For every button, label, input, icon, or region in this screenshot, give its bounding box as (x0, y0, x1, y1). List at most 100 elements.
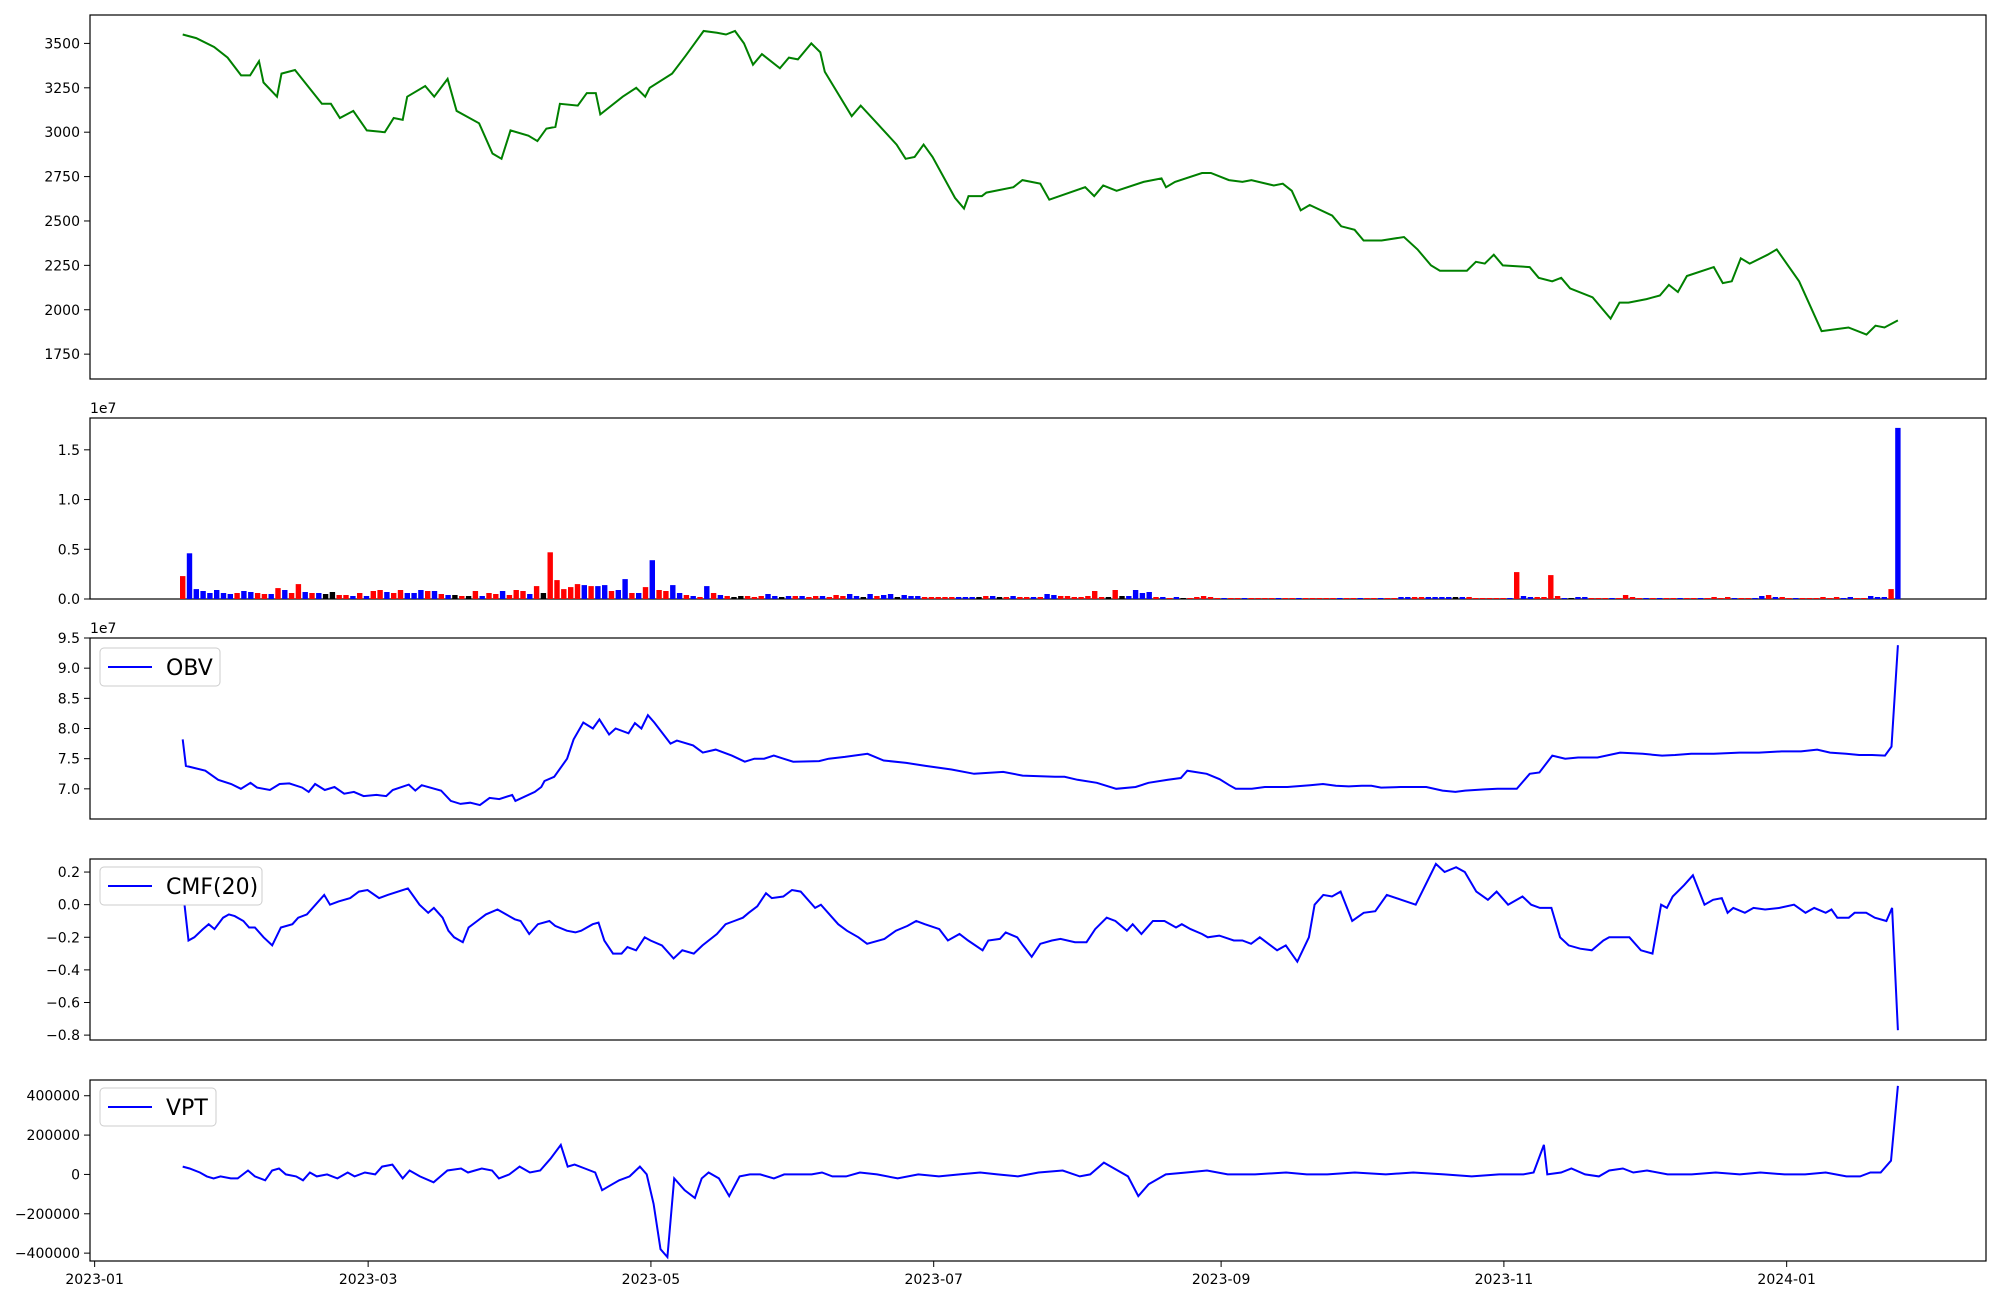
volume-bar (1752, 598, 1758, 599)
volume-bar (1323, 598, 1329, 599)
volume-bar (1119, 596, 1125, 599)
volume-bar (1616, 598, 1622, 599)
volume-bar (942, 597, 948, 599)
volume-bar (370, 591, 376, 599)
volume-bar (1235, 598, 1241, 599)
volume-bar (561, 589, 567, 599)
volume-bar (901, 595, 907, 599)
volume-bar (1459, 597, 1465, 599)
volume-bar (881, 595, 887, 599)
cmf-y-tick-label: −0.8 (46, 1028, 80, 1044)
volume-bar (1677, 598, 1683, 599)
volume-bar (1486, 598, 1493, 599)
volume-bar (309, 593, 315, 599)
cmf-y-tick-label: −0.4 (46, 963, 80, 979)
obv-panel: 1e7 7.0 7.5 8.0 8.5 9.0 9.5 OBV (58, 621, 1987, 820)
volume-bar (1200, 596, 1207, 599)
x-tick-label: 2023-07 (904, 1272, 963, 1288)
obv-y-tick-label: 8.5 (58, 691, 80, 707)
obv-y-tick-label: 8.0 (58, 722, 80, 738)
volume-bar (241, 591, 247, 599)
volume-bar (1357, 598, 1363, 599)
vpt-legend-label: VPT (166, 1096, 208, 1121)
volume-bar (288, 593, 295, 599)
volume-bar (588, 586, 594, 599)
volume-bar (1371, 598, 1377, 599)
vpt-plot-frame (89, 1079, 1987, 1262)
cmf-panel: −0.8 −0.6 −0.4 −0.2 0.0 0.2 CMF(20) (46, 858, 1987, 1044)
volume-bar (220, 593, 227, 599)
volume-bar (1126, 596, 1132, 599)
volume-bar (1534, 597, 1540, 599)
volume-bar (1861, 598, 1867, 599)
volume-bar (1303, 598, 1309, 599)
volume-bar (710, 593, 717, 599)
volume-bar (1711, 597, 1717, 599)
volume-bar (1364, 598, 1370, 599)
volume-bar (1697, 598, 1704, 599)
volume-bar (186, 553, 193, 599)
volume-bar (663, 591, 669, 599)
volume-bar (438, 594, 444, 599)
obv-offset-label: 1e7 (90, 621, 116, 637)
volume-y-tick-label: 1.5 (58, 443, 80, 459)
volume-bar (853, 596, 860, 599)
volume-bar (1262, 598, 1268, 599)
vpt-panel: −400000 −200000 0 200000 400000 VPT (15, 1079, 1987, 1262)
volume-bar (1759, 596, 1765, 599)
volume-bar (363, 596, 370, 599)
volume-bar (608, 591, 615, 599)
volume-bar (724, 596, 730, 599)
obv-legend-box (99, 647, 221, 687)
volume-bar (1098, 597, 1105, 599)
volume-bar (840, 596, 846, 599)
volume-bar (568, 587, 574, 599)
cmf-y-tick-label: −0.2 (46, 930, 80, 946)
x-tick-label: 2023-03 (339, 1272, 398, 1288)
volume-bar (928, 597, 935, 599)
volume-bar (411, 593, 417, 599)
volume-bar (697, 597, 703, 599)
volume-bar (1078, 597, 1084, 599)
volume-bar (847, 594, 853, 599)
obv-line (181, 645, 1899, 807)
volume-bar (418, 590, 424, 599)
volume-bar (833, 595, 839, 599)
volume-bar (1051, 595, 1057, 599)
volume-y-tick-label: 1.0 (58, 493, 80, 509)
volume-bar (1609, 598, 1615, 599)
volume-bar (554, 580, 560, 599)
volume-bar (214, 590, 220, 599)
volume-bar (445, 595, 451, 599)
volume-bar (1255, 598, 1261, 599)
vpt-y-tick-label: −400000 (15, 1246, 80, 1262)
volume-bar (1840, 598, 1847, 599)
vpt-line (182, 1085, 1899, 1260)
vpt-y-axis: −400000 −200000 0 200000 400000 (15, 1089, 90, 1262)
volume-bar (1343, 598, 1350, 599)
volume-bar (629, 593, 635, 599)
vpt-legend-box (99, 1087, 217, 1127)
volume-bar (357, 593, 363, 599)
x-tick-label: 2023-01 (65, 1272, 124, 1288)
volume-bar (622, 579, 628, 599)
volume-bar (806, 597, 812, 599)
volume-bar (1139, 593, 1146, 599)
volume-bar (1391, 598, 1397, 599)
volume-bar (765, 594, 771, 599)
volume-bar (602, 585, 608, 599)
cmf-y-tick-label: 0.0 (58, 898, 80, 914)
price-plot-frame (89, 14, 1987, 380)
volume-bar (227, 594, 233, 599)
obv-y-tick-label: 7.0 (58, 782, 80, 798)
volume-bar (350, 596, 356, 599)
volume-bar (527, 594, 533, 599)
volume-bar (799, 596, 805, 599)
volume-bar (1466, 597, 1472, 599)
volume-bar (1595, 598, 1602, 599)
volume-bar (329, 592, 336, 599)
volume-bar (1337, 598, 1343, 599)
volume-bar (704, 586, 710, 599)
volume-bar (1765, 595, 1772, 599)
volume-bar (1377, 598, 1384, 599)
